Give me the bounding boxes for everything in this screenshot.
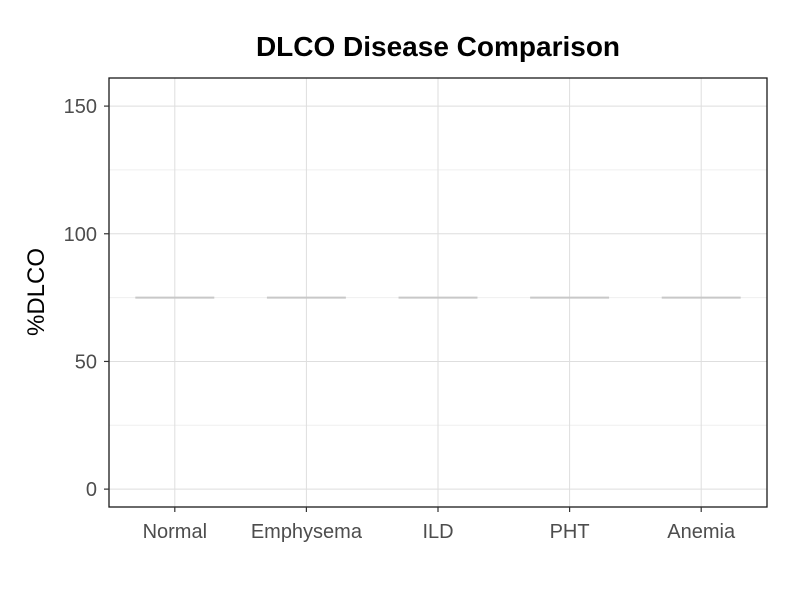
x-tick-label: ILD bbox=[422, 521, 453, 543]
x-tick-label: PHT bbox=[550, 521, 590, 543]
y-tick-label: 150 bbox=[64, 96, 97, 118]
axis-layer: 0 50 100 150 Normal Emphysema ILD PHT Anemia bbox=[64, 96, 736, 543]
x-tick-label: Normal bbox=[143, 521, 207, 543]
y-tick-label: 100 bbox=[64, 224, 97, 246]
x-tick-label: Emphysema bbox=[251, 521, 363, 543]
x-tick-label: Anemia bbox=[667, 521, 736, 543]
grid-layer bbox=[109, 78, 767, 507]
chart-title: DLCO Disease Comparison bbox=[256, 31, 620, 62]
y-tick-label: 50 bbox=[75, 351, 97, 373]
y-axis-label: %DLCO bbox=[23, 248, 50, 336]
y-tick-label: 0 bbox=[86, 479, 97, 501]
